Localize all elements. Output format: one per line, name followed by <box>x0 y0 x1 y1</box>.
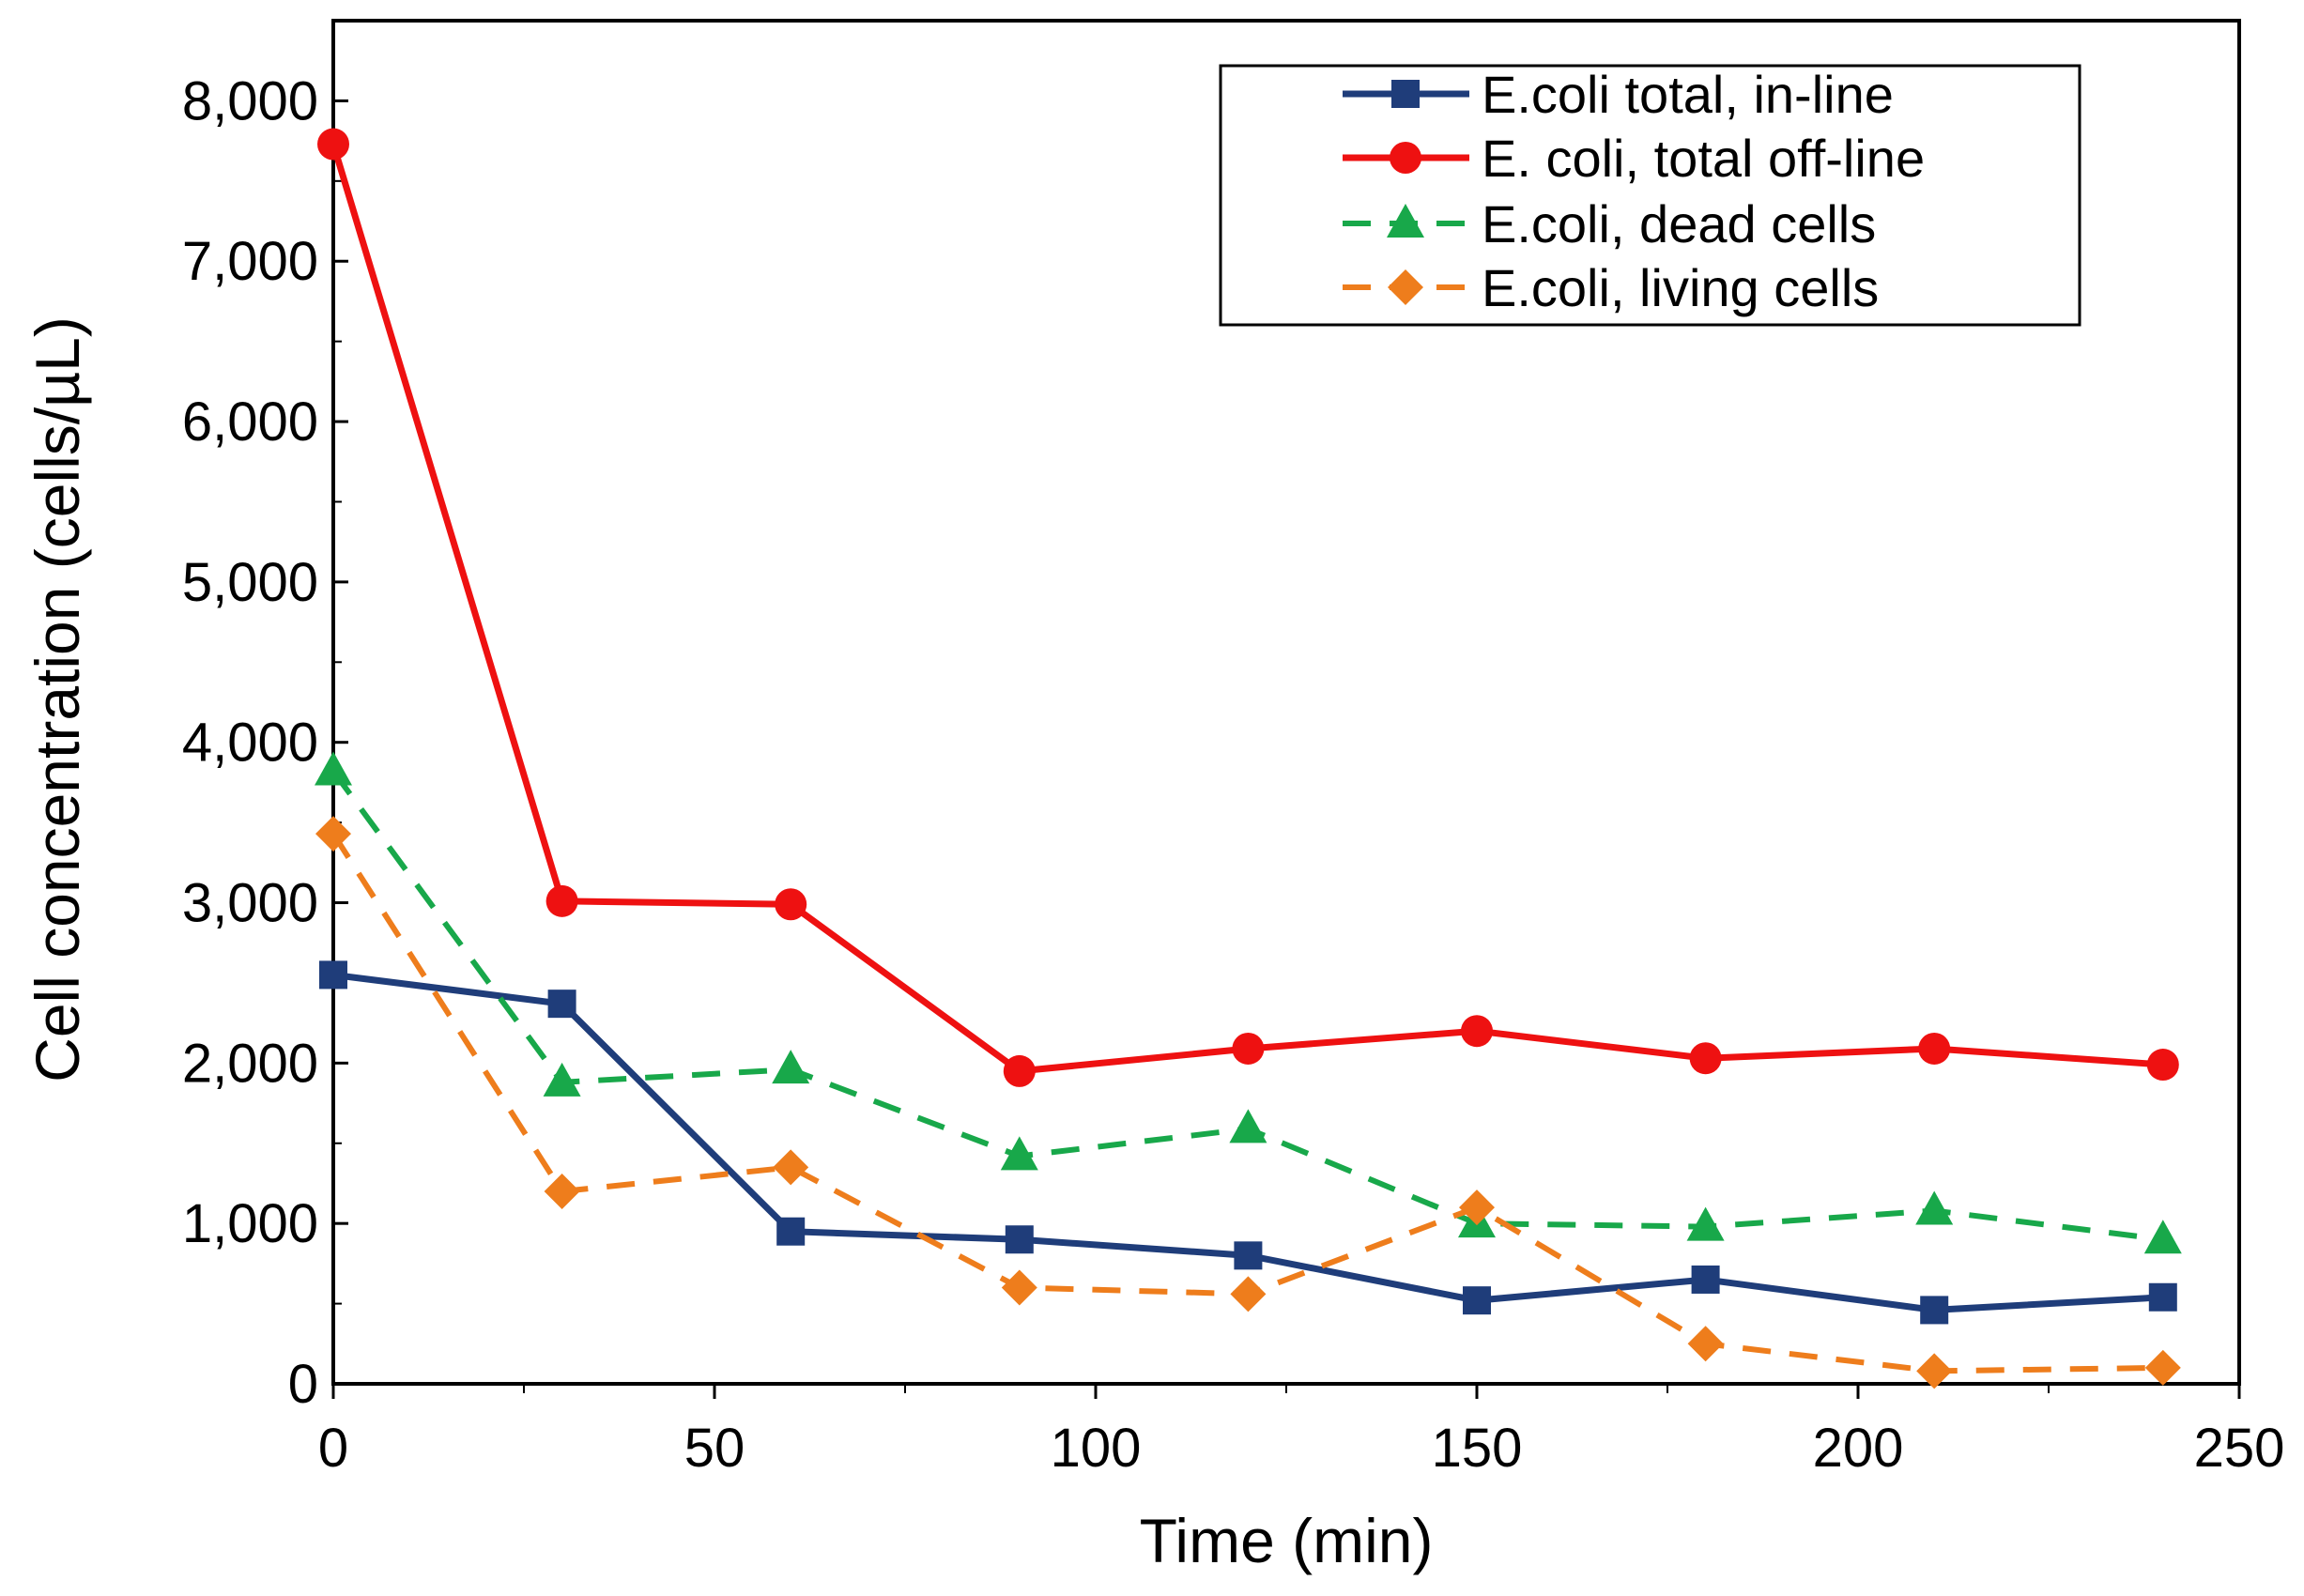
y-tick-label: 8,000 <box>182 70 318 131</box>
data-point <box>1000 1136 1038 1171</box>
data-point <box>775 888 807 921</box>
legend-marker <box>1390 142 1421 174</box>
data-point <box>773 1149 809 1186</box>
legend-label: E.coli, dead cells <box>1482 194 1876 253</box>
data-point <box>1229 1109 1267 1143</box>
data-point <box>545 884 578 917</box>
legend-label: E.coli, living cells <box>1482 258 1879 317</box>
y-tick-label: 5,000 <box>182 552 318 613</box>
y-tick-label: 7,000 <box>182 231 318 292</box>
x-tick-label: 50 <box>684 1418 745 1479</box>
data-point <box>772 1050 810 1084</box>
data-point <box>2143 1220 2182 1254</box>
data-point <box>1234 1241 1263 1270</box>
data-point <box>543 1062 581 1097</box>
data-point <box>1461 1015 1493 1048</box>
data-point <box>1689 1042 1722 1075</box>
y-tick-label: 0 <box>288 1354 318 1415</box>
y-tick-label: 3,000 <box>182 873 318 934</box>
data-point <box>1005 1225 1034 1254</box>
y-tick-label: 2,000 <box>182 1033 318 1094</box>
data-point <box>776 1217 806 1246</box>
x-tick-label: 250 <box>2194 1418 2285 1479</box>
legend-marker <box>1391 80 1420 108</box>
legend-marker <box>1388 269 1423 305</box>
data-point <box>1915 1190 1954 1225</box>
y-tick-label: 6,000 <box>182 391 318 453</box>
series-square <box>319 960 2177 1325</box>
x-tick-label: 200 <box>1813 1418 1904 1479</box>
y-axis-title: Cell concentration (cells/µL) <box>23 316 92 1082</box>
y-tick-label: 1,000 <box>182 1193 318 1254</box>
legend-box <box>1219 64 2081 327</box>
data-point <box>1916 1353 1953 1389</box>
series-circle <box>317 128 2179 1087</box>
data-point <box>544 1174 580 1210</box>
data-point <box>2146 1049 2179 1082</box>
data-point <box>1459 1189 1495 1226</box>
data-point <box>315 816 351 852</box>
data-point <box>1230 1276 1267 1312</box>
data-point <box>2144 1349 2181 1386</box>
legend-marker <box>1387 204 1424 238</box>
x-axis-title: Time (min) <box>1140 1506 1434 1575</box>
data-point <box>1691 1265 1720 1294</box>
data-point <box>1686 1206 1725 1241</box>
data-point <box>319 960 347 990</box>
legend-label: E.coli total, in-line <box>1482 65 1894 124</box>
x-tick-label: 150 <box>1432 1418 1523 1479</box>
data-point <box>317 128 349 161</box>
data-point <box>1003 1054 1036 1087</box>
data-point <box>1463 1286 1491 1315</box>
series-layer <box>315 128 2182 1389</box>
data-point <box>547 990 576 1019</box>
x-tick-label: 0 <box>318 1418 348 1479</box>
data-point <box>1001 1269 1037 1306</box>
data-point <box>1232 1032 1265 1065</box>
axis-ticks: 0 1,000 2,000 3,000 4,000 5,000 6,000 7,000 8,00… <box>182 70 2285 1479</box>
data-point <box>1687 1326 1724 1362</box>
series-diamond <box>315 816 2181 1389</box>
data-point <box>315 751 352 786</box>
y-tick-label: 4,000 <box>182 713 318 774</box>
x-tick-label: 100 <box>1051 1418 1142 1479</box>
data-point <box>2148 1282 2177 1312</box>
legend-label: E. coli, total off-line <box>1482 129 1925 188</box>
data-point <box>1918 1032 1951 1065</box>
data-point <box>1920 1296 1949 1325</box>
